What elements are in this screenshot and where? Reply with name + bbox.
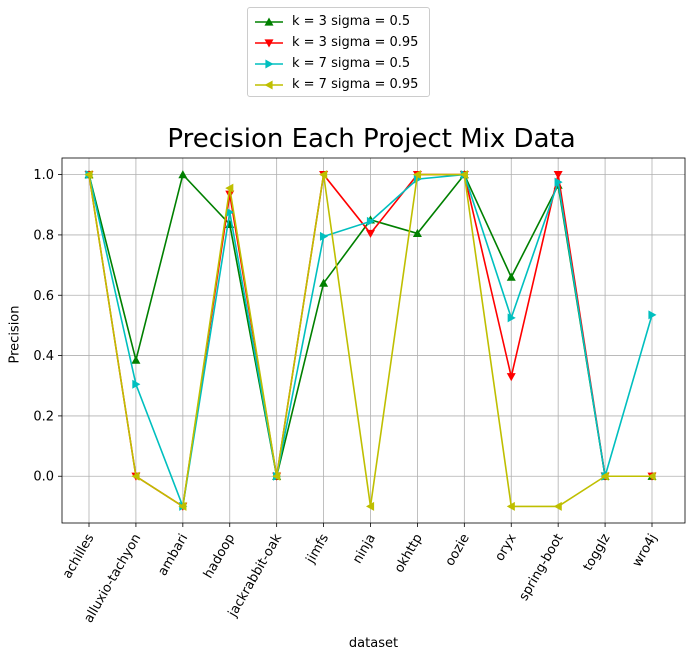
y-tick-label: 0.2 bbox=[33, 409, 54, 424]
data-point bbox=[225, 190, 235, 199]
data-point bbox=[412, 170, 422, 180]
legend-item: k = 7 sigma = 0.95 bbox=[254, 74, 429, 95]
legend-swatch-3 bbox=[255, 59, 283, 68]
legend-label: k = 3 sigma = 0.5 bbox=[292, 14, 411, 29]
data-point bbox=[366, 501, 375, 511]
y-tick-label: 0.0 bbox=[33, 470, 54, 485]
legend-item: k = 3 sigma = 0.5 bbox=[254, 11, 429, 32]
x-tick-label: jimfs bbox=[303, 531, 332, 567]
x-tick-label: ninja bbox=[350, 532, 379, 567]
data-point bbox=[554, 177, 563, 187]
x-tick-label: hadoop bbox=[201, 532, 238, 582]
x-axis-label: dataset bbox=[348, 636, 399, 651]
data-point bbox=[319, 278, 329, 287]
x-tick-label: oryx bbox=[492, 531, 519, 564]
legend-item: k = 3 sigma = 0.95 bbox=[254, 32, 429, 53]
y-axis-label: Precision bbox=[7, 305, 23, 364]
data-point bbox=[131, 471, 140, 481]
data-point bbox=[459, 170, 468, 180]
axes bbox=[58, 157, 686, 527]
x-tick-label: ambari bbox=[155, 532, 191, 579]
y-tick-label: 0.6 bbox=[33, 289, 54, 304]
legend-label: k = 7 sigma = 0.5 bbox=[292, 56, 411, 71]
legend-swatch-1 bbox=[255, 17, 283, 26]
data-point bbox=[225, 183, 234, 193]
data-point bbox=[226, 207, 235, 217]
y-tick-label: 0.8 bbox=[33, 228, 54, 243]
data-point bbox=[553, 501, 562, 511]
data-point bbox=[506, 501, 515, 511]
data-point bbox=[412, 228, 422, 238]
data-point bbox=[366, 216, 375, 226]
data-point bbox=[131, 355, 141, 364]
data-point bbox=[366, 229, 375, 238]
plot-frame bbox=[61, 157, 686, 524]
y-tick-label: 1.0 bbox=[33, 168, 54, 183]
data-point bbox=[507, 313, 516, 323]
chart-title: Precision Each Project Mix Data bbox=[167, 124, 576, 154]
data-point bbox=[506, 272, 516, 281]
legend-item: k = 7 sigma = 0.5 bbox=[254, 53, 429, 74]
data-point bbox=[648, 310, 657, 320]
legend-label: k = 3 sigma = 0.95 bbox=[292, 35, 419, 50]
x-tick-label: spring-boot bbox=[516, 532, 566, 604]
data-point bbox=[272, 471, 281, 481]
data-point bbox=[319, 170, 328, 180]
data-point bbox=[319, 231, 329, 241]
grid-lines bbox=[62, 158, 685, 523]
x-tick-label: wro4j bbox=[630, 532, 661, 570]
data-point bbox=[178, 501, 187, 511]
data-point bbox=[600, 471, 609, 481]
x-tick-label: oozie bbox=[443, 532, 473, 569]
data-point bbox=[84, 170, 93, 180]
data-point bbox=[647, 471, 656, 481]
data-point bbox=[178, 170, 188, 179]
series-layer bbox=[84, 170, 657, 511]
series-4 bbox=[84, 170, 656, 511]
x-tick-label: togglz bbox=[581, 531, 614, 573]
legend-label: k = 7 sigma = 0.95 bbox=[292, 77, 419, 92]
x-tick-label: achilles bbox=[60, 531, 98, 581]
data-point bbox=[132, 379, 141, 389]
x-tick-label: okhttp bbox=[392, 532, 426, 576]
data-point bbox=[506, 373, 516, 382]
legend-swatch-2 bbox=[255, 38, 283, 47]
y-tick-label: 0.4 bbox=[33, 349, 54, 364]
legend-swatch-4 bbox=[255, 80, 283, 89]
data-point bbox=[553, 170, 563, 180]
legend: k = 3 sigma = 0.5 k = 3 sigma = 0.95 k =… bbox=[247, 7, 430, 97]
